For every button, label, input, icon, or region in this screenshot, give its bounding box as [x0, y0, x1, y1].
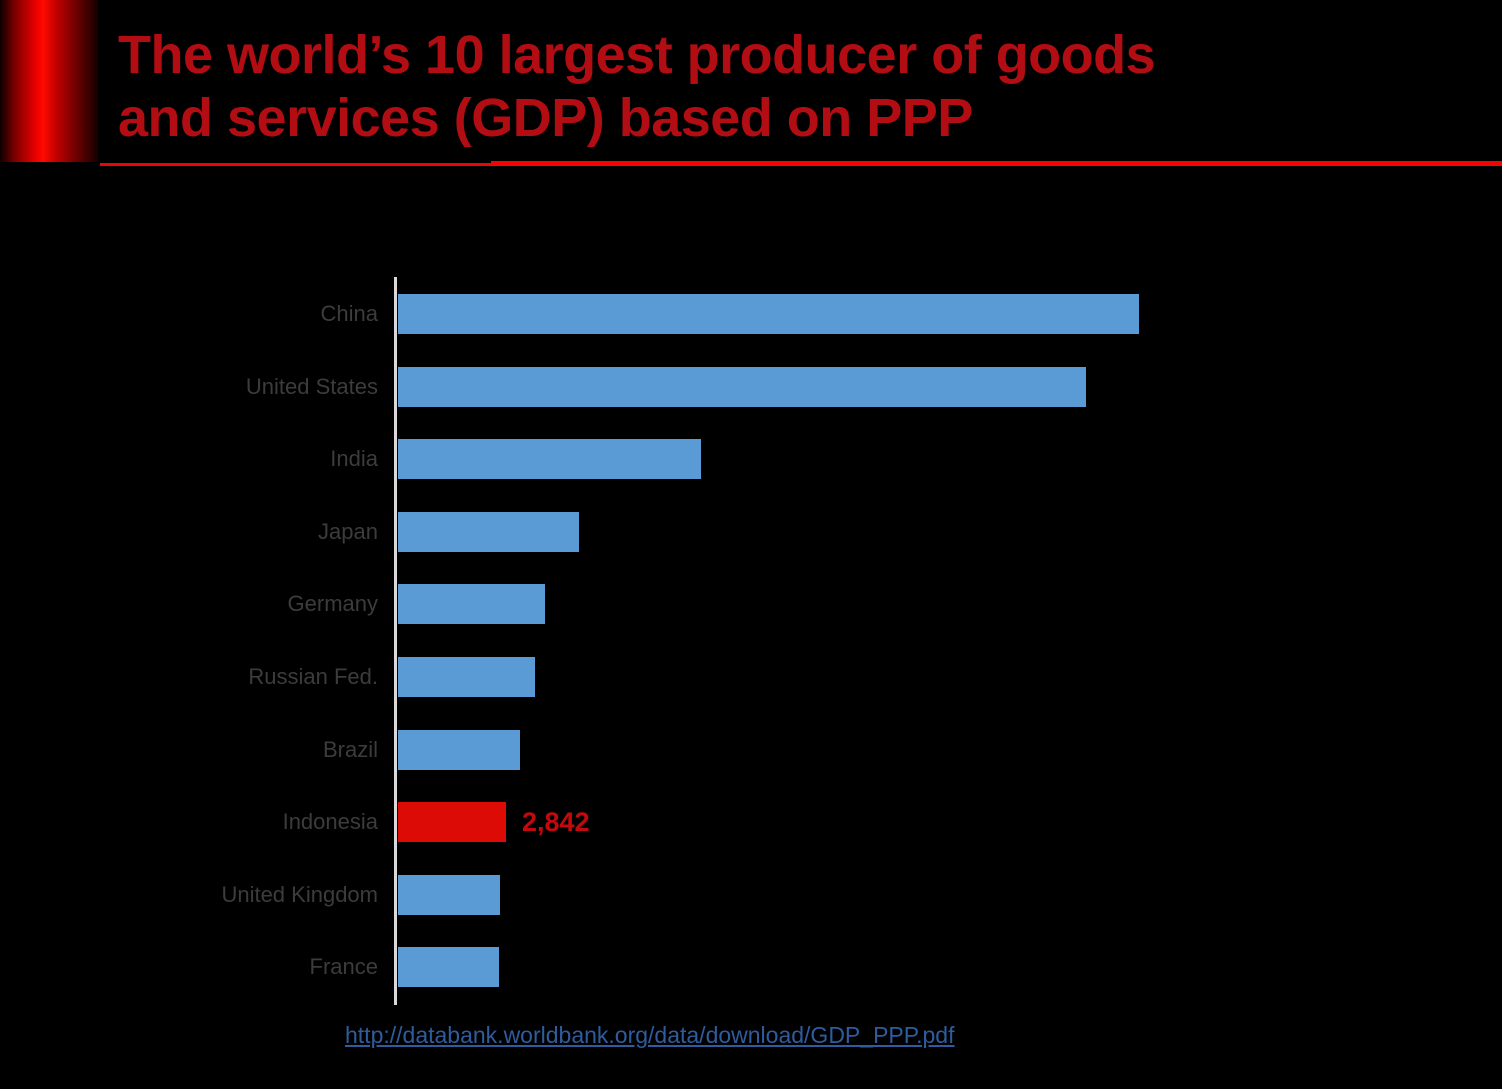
chart-row: Germany [0, 584, 1502, 624]
title-divider-right [491, 161, 1502, 166]
chart-row: United Kingdom [0, 875, 1502, 915]
bar-united-kingdom [398, 875, 500, 915]
category-label: Japan [318, 519, 378, 544]
slide-title-line1: The world’s 10 largest producer of goods [118, 25, 1156, 85]
category-label: United States [245, 374, 378, 399]
chart-row: China [0, 294, 1502, 334]
bar-china [398, 294, 1139, 334]
slide-title: The world’s 10 largest producer of goods… [118, 24, 1418, 150]
bar-value-label: 2,842 [522, 807, 590, 837]
category-label: Brazil [322, 737, 378, 762]
chart-row: Japan [0, 512, 1502, 552]
bar-france [398, 947, 499, 987]
title-accent-bar [0, 0, 98, 162]
bar-india [398, 439, 701, 479]
chart-row: Indonesia 2,842 [0, 802, 1502, 842]
bar-brazil [398, 730, 520, 770]
slide-title-line2: and services (GDP) based on PPP [118, 88, 973, 149]
bar-japan [398, 512, 579, 552]
category-label: Indonesia [282, 809, 378, 834]
chart-row: Russian Fed. [0, 657, 1502, 697]
chart-row: France [0, 947, 1502, 987]
source-link[interactable]: http://databank.worldbank.org/data/downl… [345, 1022, 955, 1048]
chart-row: United States [0, 367, 1502, 407]
category-label: China [320, 301, 378, 326]
bar-indonesia [398, 802, 506, 842]
title-divider-left [100, 163, 491, 166]
chart-row: Brazil [0, 730, 1502, 770]
category-label: Russian Fed. [248, 664, 378, 689]
chart-axis-line [394, 277, 397, 1005]
category-label: Germany [287, 591, 378, 616]
category-label: India [330, 446, 378, 471]
chart-row: India [0, 439, 1502, 479]
bar-germany [398, 584, 545, 624]
category-label: France [309, 954, 378, 979]
bar-russian-fed [398, 657, 535, 697]
bar-united-states [398, 367, 1086, 407]
category-label: United Kingdom [221, 882, 378, 907]
